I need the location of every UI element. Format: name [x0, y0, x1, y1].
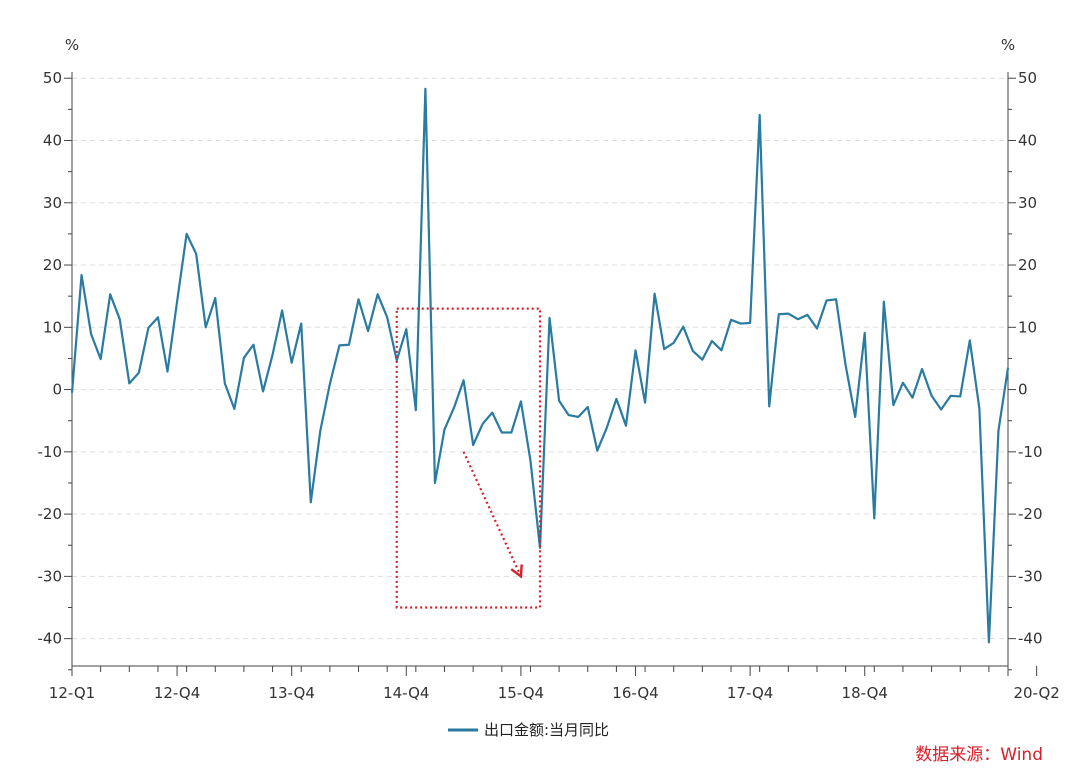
y-tick-label: 0 [52, 381, 62, 399]
y-tick-label: -30 [38, 567, 63, 585]
y-tick-label: -40 [1018, 630, 1043, 648]
x-tick-label: 18-Q4 [842, 684, 888, 702]
y-tick-label: -10 [38, 443, 63, 461]
y-tick-label: 20 [43, 256, 62, 274]
x-tick-labels: 12-Q1 12-Q4 13-Q4 14-Q4 15-Q4 16-Q4 17-Q4 18-Q4… [49, 684, 1060, 702]
arrow-head [510, 564, 523, 579]
y-tick-label: 50 [43, 69, 62, 87]
y-tick-label: -20 [1018, 505, 1043, 523]
y-tick-label: -10 [1018, 443, 1043, 461]
right-y-tick-labels: 50 40 30 20 10 0 -10 -20 -30 -40 [1018, 69, 1043, 647]
x-tick-label: 16-Q4 [612, 684, 658, 702]
left-y-unit: % [65, 36, 79, 54]
y-tick-label: -30 [1018, 567, 1043, 585]
y-tick-label: 10 [43, 318, 62, 336]
y-tick-label: 30 [1018, 194, 1037, 212]
y-tick-label: 40 [43, 131, 62, 149]
y-tick-label: 30 [43, 194, 62, 212]
y-tick-label: 40 [1018, 131, 1037, 149]
y-tick-label: 50 [1018, 69, 1037, 87]
axis-ticks [64, 77, 1038, 676]
legend-label: 出口金额:当月同比 [484, 721, 609, 739]
x-tick-label: 12-Q1 [49, 684, 95, 702]
x-tick-label: 17-Q4 [727, 684, 773, 702]
legend: 出口金额:当月同比 [448, 721, 609, 739]
series-line [70, 87, 1010, 644]
source-label: 数据来源：Wind [915, 745, 1043, 765]
y-tick-label: 20 [1018, 256, 1037, 274]
gridlines [72, 77, 1008, 640]
y-tick-label: 0 [1018, 381, 1028, 399]
annotation-group [395, 307, 542, 609]
series-group [70, 87, 1010, 644]
x-tick-label: 20-Q2 [1013, 684, 1059, 702]
x-tick-label: 15-Q4 [498, 684, 544, 702]
x-tick-label: 14-Q4 [383, 684, 429, 702]
y-tick-label: -20 [38, 505, 63, 523]
left-y-tick-labels: 50 40 30 20 10 0 -10 -20 -30 -40 [38, 69, 63, 647]
right-y-unit: % [1001, 36, 1015, 54]
y-tick-label: 10 [1018, 318, 1037, 336]
x-tick-label: 12-Q4 [154, 684, 200, 702]
highlight-box [395, 307, 542, 609]
x-tick-label: 13-Q4 [268, 684, 314, 702]
y-tick-label: -40 [38, 630, 63, 648]
